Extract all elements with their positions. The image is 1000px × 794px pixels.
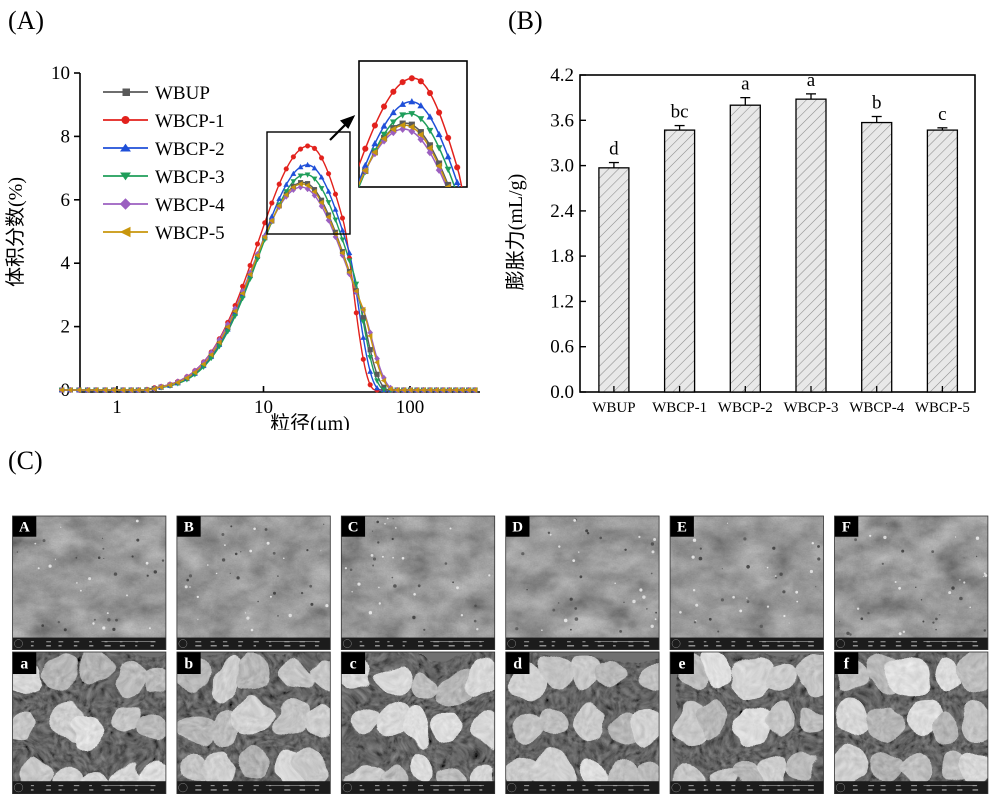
svg-text:2: 2 — [61, 317, 71, 338]
svg-text:1: 1 — [112, 397, 122, 418]
svg-text:f: f — [844, 655, 850, 672]
svg-text:WBUP: WBUP — [155, 83, 210, 104]
svg-text:WBCP-5: WBCP-5 — [155, 223, 225, 244]
svg-text:膨胀力(mL/g): 膨胀力(mL/g) — [504, 174, 527, 291]
svg-text:C: C — [348, 519, 359, 535]
svg-text:D: D — [512, 519, 523, 535]
svg-text:0.6: 0.6 — [550, 337, 574, 358]
svg-text:3.0: 3.0 — [550, 156, 574, 177]
svg-text:10: 10 — [51, 63, 70, 84]
svg-text:WBCP-4: WBCP-4 — [155, 195, 225, 216]
svg-text:WBCP-2: WBCP-2 — [718, 400, 773, 416]
svg-text:a: a — [20, 655, 28, 672]
svg-text:WBCP-2: WBCP-2 — [155, 139, 225, 160]
svg-text:0.0: 0.0 — [550, 382, 574, 403]
svg-text:c: c — [938, 104, 946, 125]
svg-text:e: e — [678, 655, 685, 672]
svg-text:1.2: 1.2 — [550, 291, 574, 312]
svg-text:100: 100 — [396, 397, 425, 418]
svg-text:4.2: 4.2 — [550, 65, 574, 86]
svg-text:体积分数(%): 体积分数(%) — [4, 177, 27, 287]
svg-text:3.6: 3.6 — [550, 110, 574, 131]
svg-text:F: F — [842, 519, 851, 535]
svg-text:6: 6 — [61, 190, 71, 211]
svg-text:b: b — [872, 93, 882, 114]
svg-text:1.8: 1.8 — [550, 246, 574, 267]
svg-text:bc: bc — [671, 102, 689, 123]
svg-text:B: B — [184, 519, 194, 535]
svg-text:d: d — [609, 139, 619, 160]
svg-text:c: c — [350, 655, 357, 672]
svg-text:a: a — [741, 74, 750, 95]
svg-text:WBCP-1: WBCP-1 — [652, 400, 707, 416]
svg-text:WBUP: WBUP — [592, 400, 635, 416]
svg-text:d: d — [513, 655, 522, 672]
svg-text:a: a — [807, 70, 816, 91]
svg-text:WBCP-4: WBCP-4 — [849, 400, 905, 416]
svg-text:粒径(μm): 粒径(μm) — [270, 412, 350, 430]
svg-text:WBCP-3: WBCP-3 — [783, 400, 838, 416]
svg-text:E: E — [677, 519, 687, 535]
svg-text:b: b — [184, 655, 193, 672]
svg-text:WBCP-1: WBCP-1 — [155, 111, 225, 132]
svg-text:WBCP-5: WBCP-5 — [915, 400, 970, 416]
svg-text:WBCP-3: WBCP-3 — [155, 167, 225, 188]
svg-text:2.4: 2.4 — [550, 201, 574, 222]
svg-text:A: A — [19, 519, 30, 535]
svg-text:8: 8 — [61, 126, 71, 147]
svg-text:4: 4 — [61, 253, 71, 274]
